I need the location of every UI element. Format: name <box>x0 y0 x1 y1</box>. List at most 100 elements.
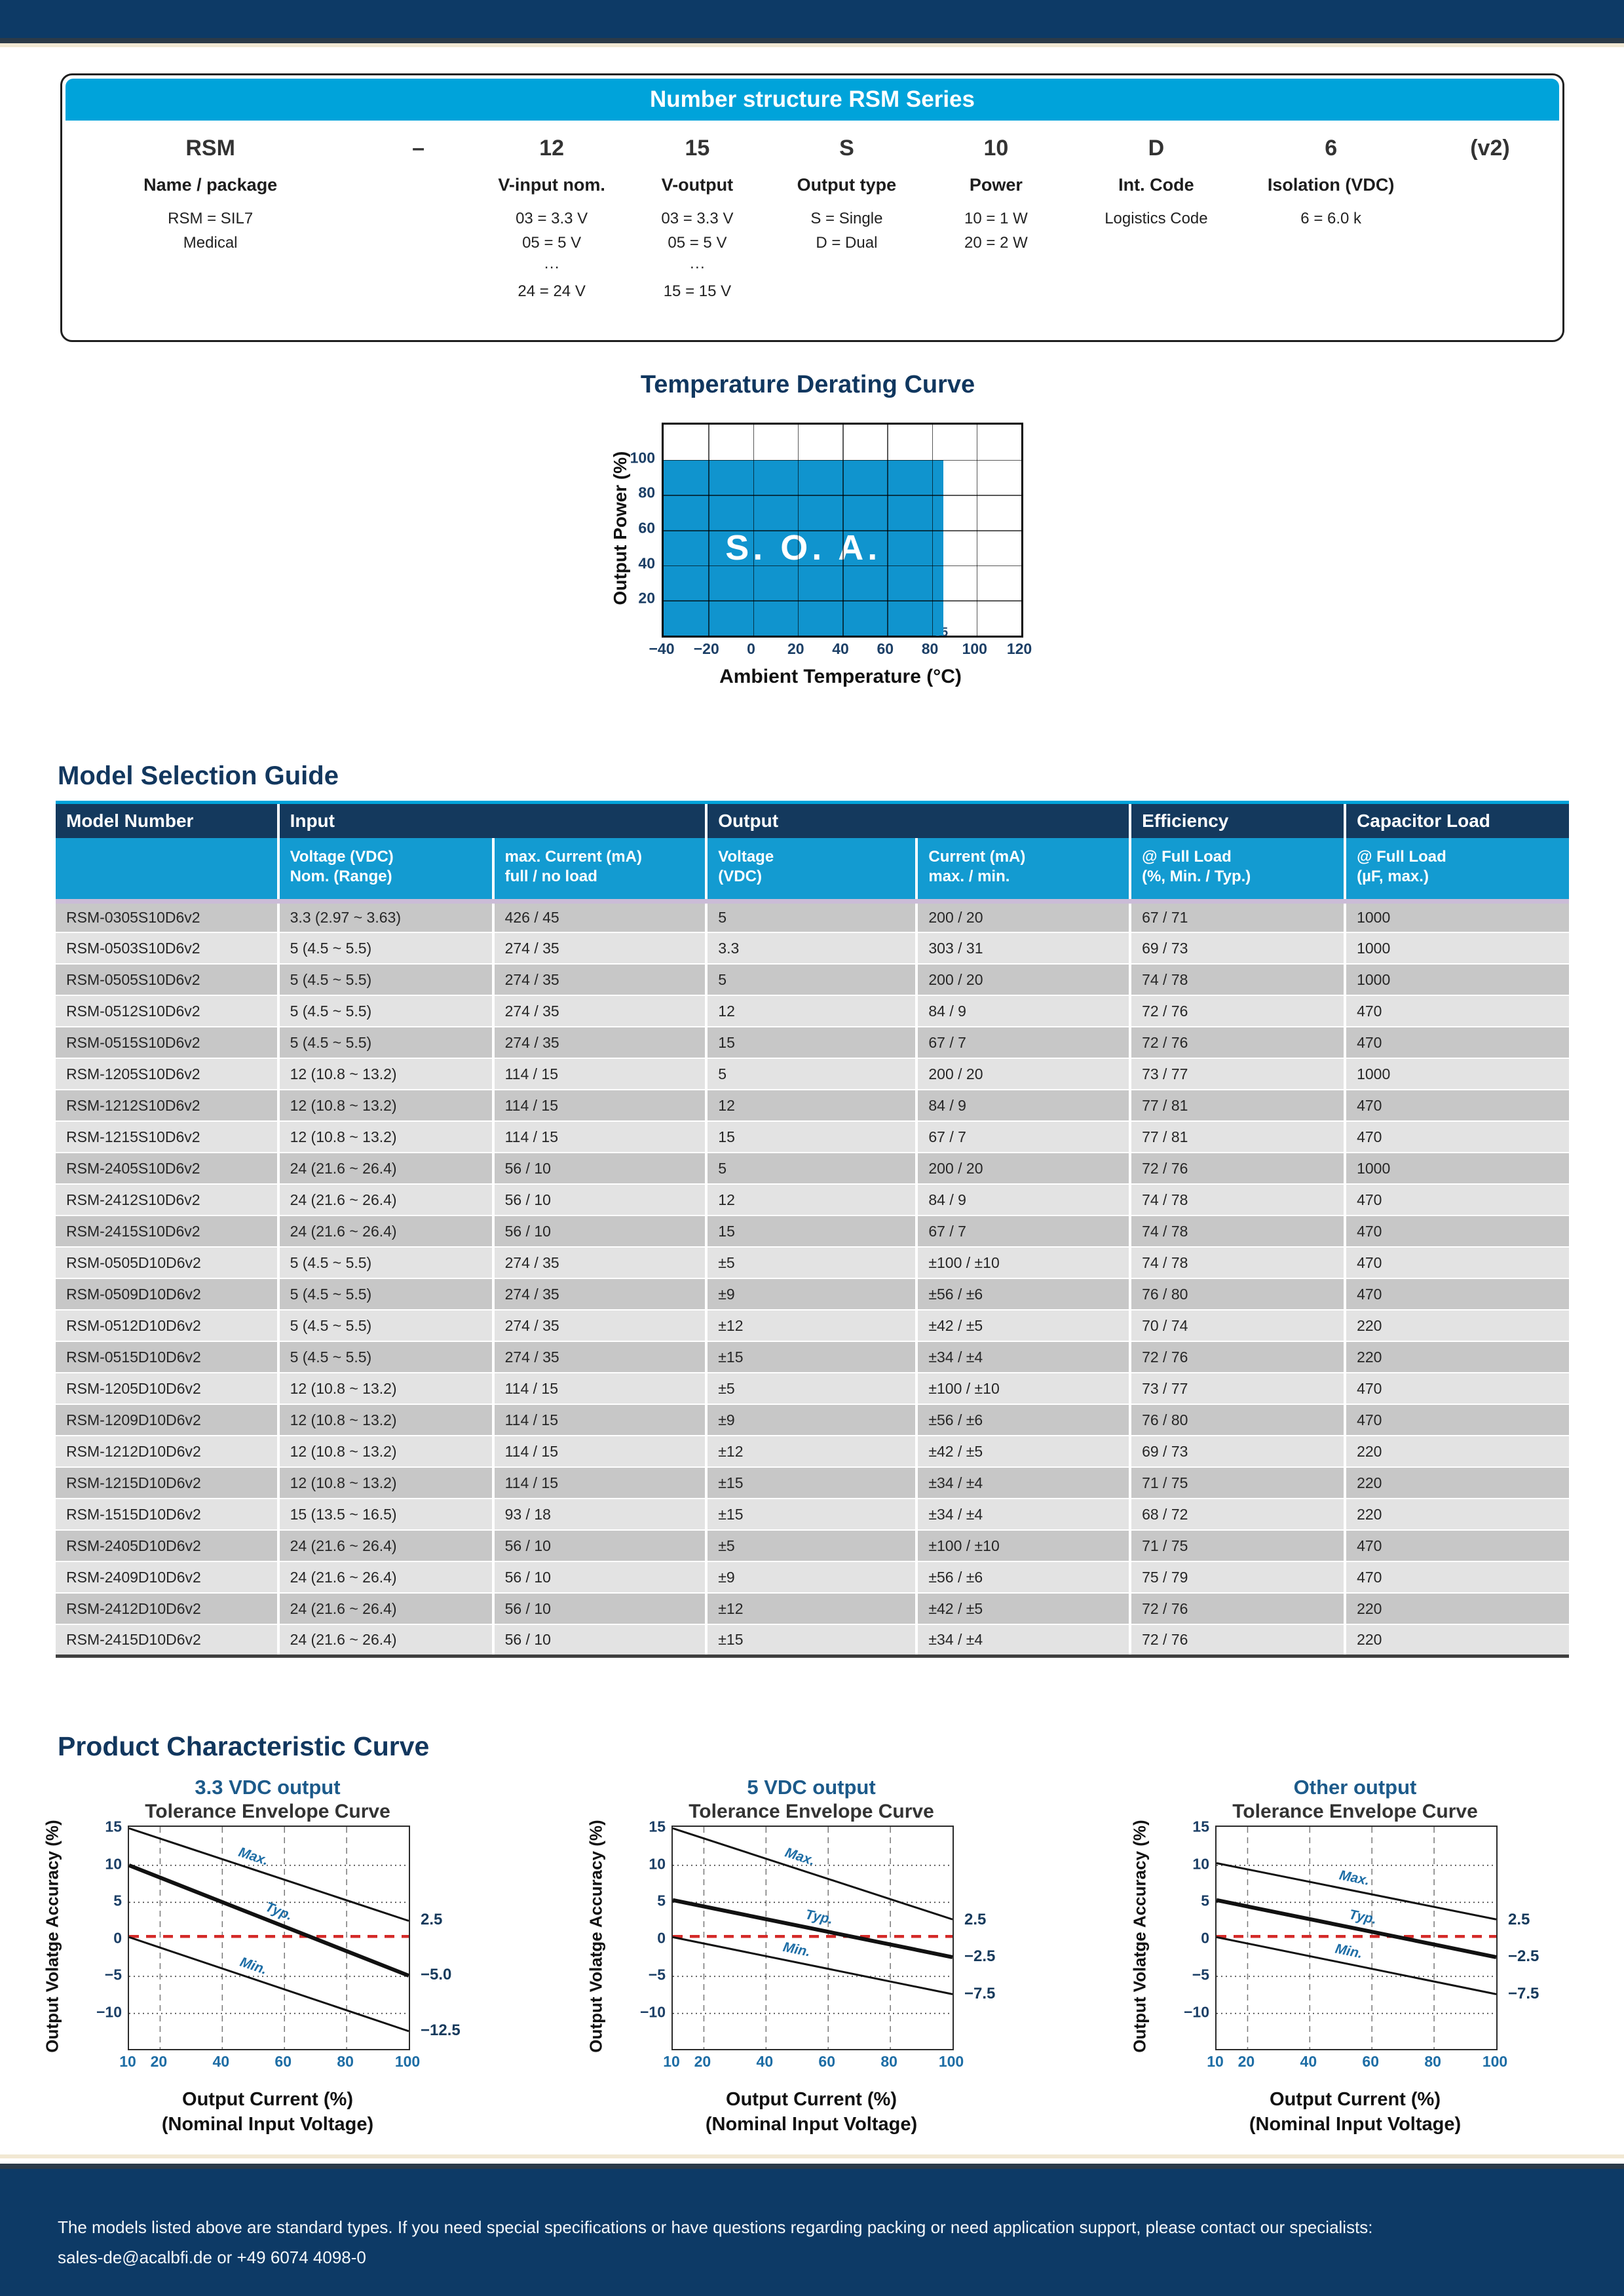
model-cell: 114 / 15 <box>493 1467 708 1499</box>
x-axis-label: Ambient Temperature (°C) <box>719 666 962 687</box>
detail-line: 20 = 2 W <box>964 234 1028 252</box>
subheader-output-current: Current (mA) max. / min. <box>916 838 1132 901</box>
model-row: RSM-1209D10D6v2 12 (10.8 ~ 13.2) 114 / 15 ±… <box>56 1404 1569 1436</box>
tolerance-plot-svg: Max.Typ.Min. <box>672 1827 953 2049</box>
model-cell: RSM-0515D10D6v2 <box>56 1341 280 1373</box>
model-cell: 56 / 10 <box>493 1530 708 1562</box>
model-cell: 5 (4.5 ~ 5.5) <box>278 995 495 1027</box>
x-axis-ticks: 10 20 40 60 80 100 <box>119 2053 420 2073</box>
model-cell: 5 (4.5 ~ 5.5) <box>278 1310 495 1342</box>
soa-label: S. O. A. <box>725 527 882 567</box>
model-cell: RSM-0305S10D6v2 <box>56 898 280 933</box>
model-cell: 470 <box>1345 1247 1569 1279</box>
model-cell: 24 (21.6 ~ 26.4) <box>278 1561 495 1594</box>
model-cell: 220 <box>1345 1499 1569 1531</box>
model-cell: 5 <box>706 1153 918 1185</box>
model-cell: 274 / 35 <box>493 1247 708 1279</box>
model-row: RSM-0505S10D6v2 5 (4.5 ~ 5.5) 274 / 35 5 200… <box>56 964 1569 996</box>
y-tick: 20 <box>638 589 655 607</box>
model-cell: 1000 <box>1345 932 1569 965</box>
model-cell: ±34 / ±4 <box>916 1499 1132 1531</box>
model-cell: RSM-2405S10D6v2 <box>56 1153 280 1185</box>
model-cell: 72 / 76 <box>1130 1624 1347 1658</box>
field-label <box>1421 175 1559 195</box>
detail-line: 03 = 3.3 V <box>661 210 734 227</box>
section-title-product-curves: Product Characteristic Curve <box>58 1731 430 1761</box>
y-tick: 15 <box>105 1818 122 1835</box>
line-end-value: −2.5 <box>964 1947 996 1965</box>
x-tick: 20 <box>787 640 804 657</box>
model-cell: 73 / 77 <box>1130 1058 1347 1090</box>
detail-line: 15 = 15 V <box>663 282 732 300</box>
detail-line: Medical <box>183 234 238 252</box>
field-label <box>355 175 482 195</box>
subheader-output-voltage: Voltage (VDC) <box>706 838 918 901</box>
x-tick: 100 <box>938 2053 964 2070</box>
field-detail-row: RSM = SIL7 Medical 03 = 3.3 V 05 = 5 V ··· 2… <box>66 206 1559 303</box>
svg-text:Min.: Min. <box>238 1955 269 1978</box>
model-cell: ±9 <box>706 1561 918 1594</box>
model-cell: 470 <box>1345 1530 1569 1562</box>
model-cell: 15 <box>706 1027 918 1059</box>
model-cell: 220 <box>1345 1467 1569 1499</box>
gridline <box>664 530 1021 531</box>
model-cell: 220 <box>1345 1436 1569 1468</box>
model-cell: RSM-0512S10D6v2 <box>56 995 280 1027</box>
model-row: RSM-1205D10D6v2 12 (10.8 ~ 13.2) 114 / 15 ±… <box>56 1373 1569 1405</box>
y-axis-label: Output Volatge Accuracy (%) <box>42 1820 62 2053</box>
line-end-value: −5.0 <box>421 1966 452 1984</box>
y-axis-ticks: 20 40 60 80 100 <box>596 423 655 634</box>
model-cell: 12 (10.8 ~ 13.2) <box>278 1436 495 1468</box>
field-label: Power <box>969 175 1023 195</box>
model-row: RSM-0505D10D6v2 5 (4.5 ~ 5.5) 274 / 35 ±5 ±1… <box>56 1247 1569 1279</box>
y-tick: 0 <box>1201 1929 1209 1947</box>
x-tick: 60 <box>274 2053 292 2070</box>
model-cell: RSM-1515D10D6v2 <box>56 1499 280 1531</box>
subheader-capacitor: @ Full Load (µF, max.) <box>1345 838 1569 901</box>
gridline <box>664 459 1021 461</box>
x-tick: 40 <box>212 2053 230 2070</box>
svg-text:Typ.: Typ. <box>804 1907 834 1927</box>
line-end-value: 2.5 <box>421 1910 443 1928</box>
code-segment: 12 <box>539 136 565 161</box>
table-header-row: Model Number Input Output Efficiency Cap… <box>56 801 1569 838</box>
x-tick: 10 <box>1207 2053 1224 2070</box>
model-cell: 220 <box>1345 1624 1569 1658</box>
detail-line: 05 = 5 V <box>668 234 727 252</box>
y-tick: 15 <box>1192 1818 1209 1835</box>
right-value-labels: 2.5 −2.5 −7.5 <box>1508 1826 1600 2048</box>
field-label: Int. Code <box>1118 175 1194 195</box>
detail-line: 6 = 6.0 k <box>1300 210 1362 227</box>
model-cell: 274 / 35 <box>493 1310 708 1342</box>
model-cell: RSM-0503S10D6v2 <box>56 932 280 965</box>
plot-area: Max. Typ. Min. <box>128 1826 410 2050</box>
model-cell: ±15 <box>706 1341 918 1373</box>
model-cell: 220 <box>1345 1341 1569 1373</box>
x-tick: 60 <box>818 2053 836 2070</box>
model-cell: 114 / 15 <box>493 1436 708 1468</box>
field-label: V-input nom. <box>498 175 605 195</box>
model-cell: ±34 / ±4 <box>916 1341 1132 1373</box>
model-cell: 5 (4.5 ~ 5.5) <box>278 1247 495 1279</box>
line-end-value: 2.5 <box>964 1910 987 1928</box>
model-cell: 15 (13.5 ~ 16.5) <box>278 1499 495 1531</box>
x-tick: 10 <box>663 2053 680 2070</box>
model-cell: 5 (4.5 ~ 5.5) <box>278 1027 495 1059</box>
x-axis-label-2: (Nominal Input Voltage) <box>705 2114 918 2135</box>
svg-text:Max.: Max. <box>1338 1867 1370 1888</box>
plot-area: Max. Typ. Min. <box>1215 1826 1498 2050</box>
x-tick: 40 <box>832 640 849 657</box>
right-value-labels: 2.5 −2.5 −7.5 <box>964 1826 1056 2048</box>
model-cell: RSM-0505S10D6v2 <box>56 964 280 996</box>
model-cell: 68 / 72 <box>1130 1499 1347 1531</box>
code-segment: 15 <box>685 136 710 161</box>
model-cell: 114 / 15 <box>493 1121 708 1153</box>
model-cell: 274 / 35 <box>493 1278 708 1311</box>
subheader-input-current: max. Current (mA) full / no load <box>493 838 708 901</box>
model-cell: 74 / 78 <box>1130 964 1347 996</box>
line-end-value: −7.5 <box>964 1984 996 2002</box>
y-tick: 40 <box>638 554 655 572</box>
model-cell: 70 / 74 <box>1130 1310 1347 1342</box>
x-tick: 80 <box>337 2053 354 2070</box>
code-segment: (v2) <box>1470 136 1510 161</box>
